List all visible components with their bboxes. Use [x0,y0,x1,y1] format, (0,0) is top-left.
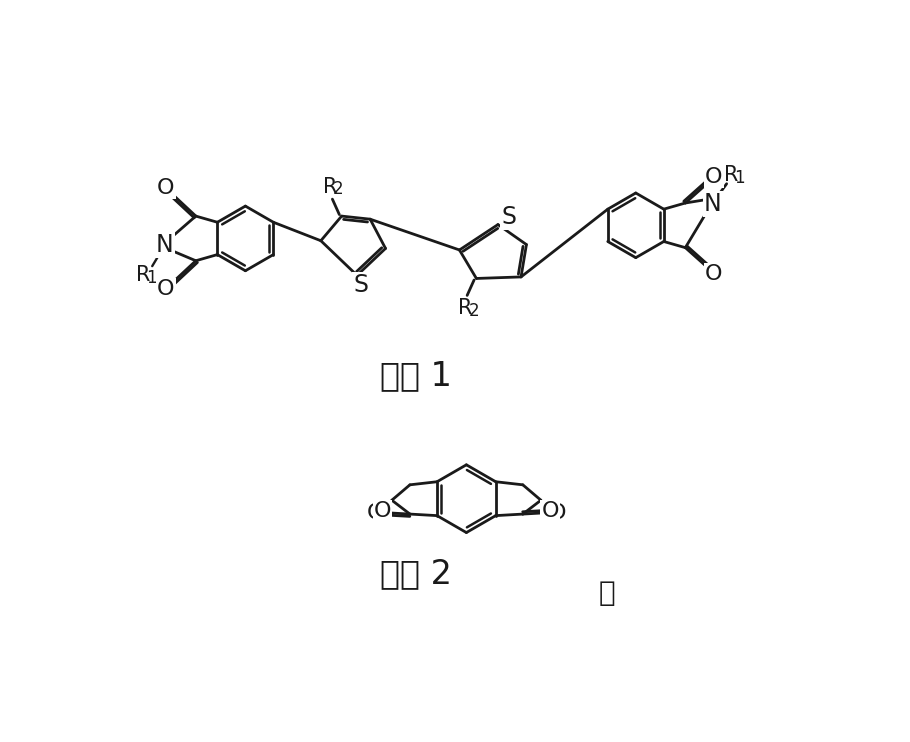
Text: 2: 2 [333,180,344,198]
Text: R: R [323,177,338,197]
Text: O: O [374,501,391,521]
Text: R: R [136,266,150,286]
Text: 单体 1: 单体 1 [380,359,452,392]
Text: O: O [549,502,566,522]
Text: N: N [156,232,174,257]
Text: R: R [724,165,738,185]
Text: N: N [704,191,722,216]
Text: 单体 2: 单体 2 [380,558,452,591]
Text: S: S [501,205,516,229]
Text: 1: 1 [147,269,157,287]
Text: O: O [367,502,384,522]
Text: O: O [705,167,723,187]
Text: S: S [353,273,369,298]
Text: 2: 2 [469,302,480,320]
Text: O: O [157,279,175,299]
Text: O: O [157,177,175,197]
Text: O: O [541,501,559,521]
Text: O: O [705,264,723,284]
Text: R: R [459,298,473,318]
Text: 。: 。 [599,579,615,607]
Text: 1: 1 [734,168,745,186]
